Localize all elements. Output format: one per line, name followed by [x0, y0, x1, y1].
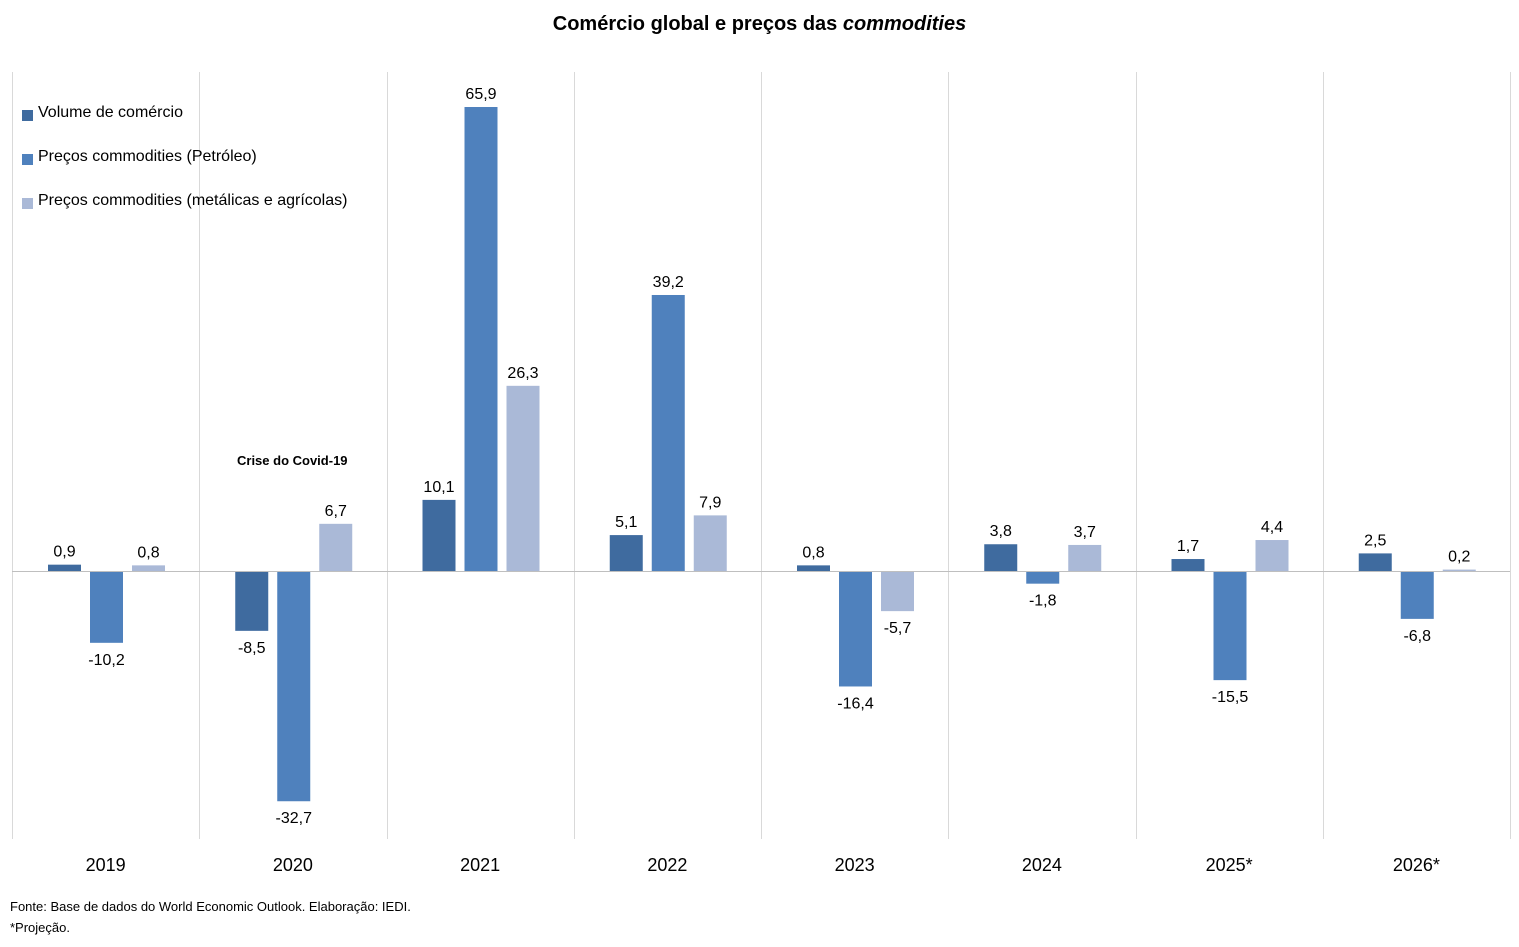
- data-label: 7,9: [699, 494, 721, 511]
- bar-series-1: [609, 535, 643, 571]
- data-label: 4,4: [1261, 519, 1283, 536]
- bar-series-2: [464, 107, 498, 571]
- data-label: 1,7: [1177, 538, 1199, 555]
- legend-swatch-metalicas: [22, 198, 33, 209]
- bar-series-2: [277, 571, 311, 802]
- data-label: 0,9: [53, 544, 75, 561]
- data-label: -15,5: [1212, 689, 1249, 706]
- data-label: 3,8: [990, 523, 1012, 540]
- bar-series-2: [1026, 571, 1060, 584]
- bar-series-3: [693, 515, 727, 571]
- legend-item-volume: Volume de comércio: [22, 104, 347, 148]
- data-label: -32,7: [276, 810, 313, 827]
- legend: Volume de comércio Preços commodities (P…: [22, 104, 347, 236]
- data-label: -8,5: [238, 640, 266, 657]
- category-label: 2021: [460, 855, 500, 875]
- chart-title: Comércio global e preços das commodities: [0, 13, 1519, 36]
- bar-series-3: [319, 523, 353, 571]
- data-label: 3,7: [1074, 524, 1096, 541]
- legend-item-petroleo: Preços commodities (Petróleo): [22, 148, 347, 192]
- category-label: 2025*: [1206, 855, 1253, 875]
- projection-note: *Projeção.: [10, 920, 70, 935]
- data-label: -6,8: [1403, 628, 1431, 645]
- bar-series-2: [1213, 571, 1247, 681]
- bar-series-1: [1171, 559, 1205, 571]
- category-label: 2023: [835, 855, 875, 875]
- category-label: 2024: [1022, 855, 1062, 875]
- data-label: -16,4: [837, 695, 874, 712]
- data-label: -10,2: [88, 652, 125, 669]
- legend-label-petroleo: Preços commodities (Petróleo): [38, 148, 257, 165]
- data-label: 0,8: [802, 544, 824, 561]
- data-label: 39,2: [653, 274, 684, 291]
- legend-label-volume: Volume de comércio: [38, 104, 183, 121]
- chart-title-italic: commodities: [842, 13, 967, 35]
- category-label: 2026*: [1393, 855, 1440, 875]
- data-label: 0,2: [1448, 549, 1470, 566]
- data-label: 6,7: [325, 503, 347, 520]
- legend-swatch-petroleo: [22, 154, 33, 165]
- category-label: 2022: [647, 855, 687, 875]
- bar-series-2: [1400, 571, 1434, 619]
- data-label: 2,5: [1364, 532, 1386, 549]
- data-label: -1,8: [1029, 593, 1057, 610]
- bar-series-2: [839, 571, 872, 687]
- bar-series-2: [90, 571, 123, 643]
- source-note: Fonte: Base de dados do World Economic O…: [10, 899, 411, 914]
- covid-annotation: Crise do Covid-19: [237, 453, 348, 468]
- bar-series-3: [881, 571, 914, 612]
- bar-series-1: [48, 564, 81, 571]
- bar-series-3: [1442, 569, 1476, 571]
- chart-title-main: Comércio global e preços das: [552, 13, 843, 35]
- data-label: 10,1: [423, 479, 454, 496]
- bar-series-3: [1255, 540, 1289, 571]
- data-label: -5,7: [884, 620, 912, 637]
- bar-series-1: [984, 544, 1018, 571]
- category-label: 2019: [86, 855, 126, 875]
- bar-series-3: [506, 385, 540, 571]
- bar-series-1: [1358, 553, 1392, 571]
- legend-item-metalicas: Preços commodities (metálicas e agrícola…: [22, 192, 347, 236]
- data-label: 0,8: [137, 544, 159, 561]
- data-label: 5,1: [615, 514, 637, 531]
- legend-swatch-volume: [22, 110, 33, 121]
- bar-series-1: [235, 571, 269, 631]
- bar-series-1: [422, 499, 456, 571]
- bar-series-1: [797, 565, 830, 571]
- data-label: 65,9: [465, 86, 496, 103]
- legend-label-metalicas: Preços commodities (metálicas e agrícola…: [38, 192, 348, 209]
- bar-series-3: [1068, 544, 1102, 571]
- category-label: 2020: [273, 855, 313, 875]
- bar-series-2: [651, 294, 685, 571]
- bar-series-3: [132, 565, 165, 571]
- data-label: 26,3: [507, 365, 538, 382]
